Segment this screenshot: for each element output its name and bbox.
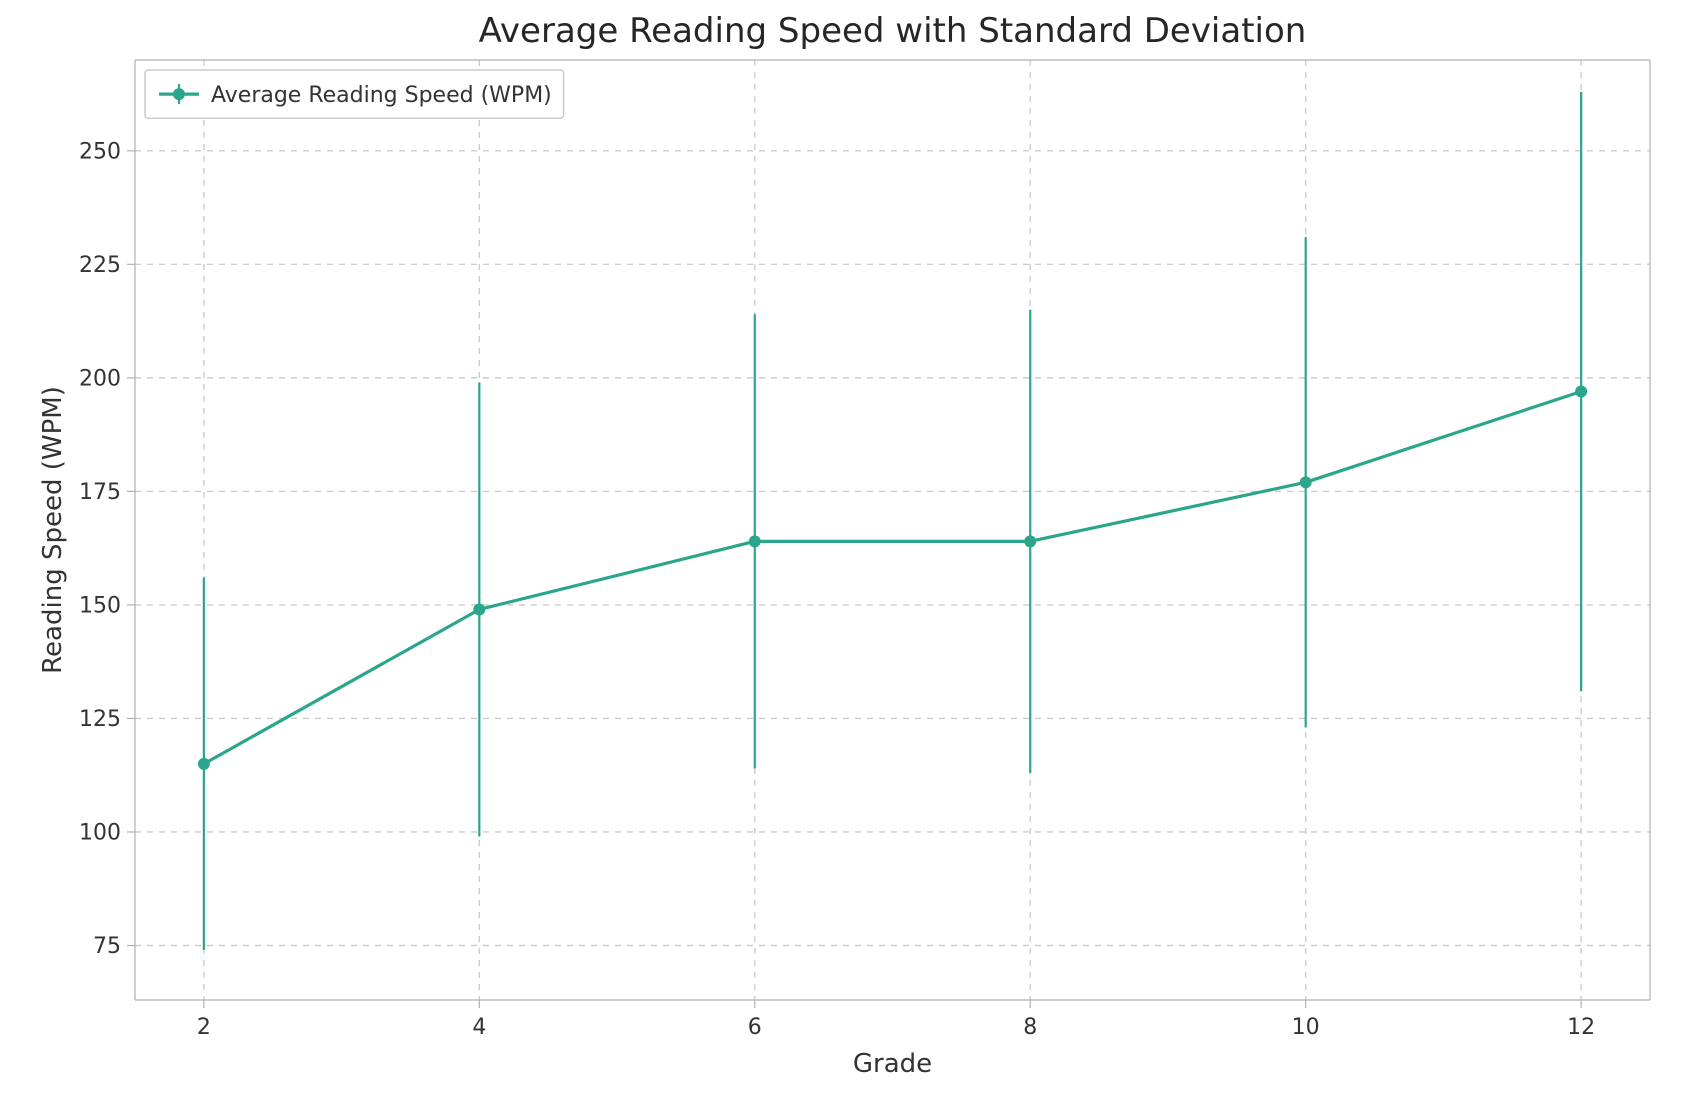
xtick-label: 10 [1292,1015,1320,1040]
ytick-label: 200 [79,367,121,392]
ytick-label: 175 [79,480,121,505]
data-marker [1575,385,1587,397]
y-axis-label: Reading Speed (WPM) [38,386,68,674]
xtick-label: 4 [472,1015,486,1040]
xtick-label: 6 [748,1015,762,1040]
ytick-label: 75 [93,934,121,959]
ytick-label: 150 [79,594,121,619]
xtick-label: 2 [197,1015,211,1040]
ytick-label: 225 [79,253,121,278]
x-axis-label: Grade [853,1049,932,1079]
ytick-label: 125 [79,707,121,732]
xtick-label: 12 [1567,1015,1595,1040]
legend-marker-icon [173,88,185,100]
data-marker [198,758,210,770]
data-marker [1300,476,1312,488]
data-marker [473,603,485,615]
data-marker [1024,535,1036,547]
ytick-label: 100 [79,821,121,846]
chart-container: 2 4 6 8 10 12 75 100 125 150 175 200 225 250 Grade Read… [0,0,1707,1101]
xtick-label: 8 [1023,1015,1037,1040]
legend-label: Average Reading Speed (WPM) [211,83,552,108]
plot-area [135,60,1650,1000]
ytick-label: 250 [79,140,121,165]
data-marker [749,535,761,547]
chart-title: Average Reading Speed with Standard Devi… [479,11,1307,51]
chart-svg: 2 4 6 8 10 12 75 100 125 150 175 200 225 250 Grade Read… [0,0,1707,1101]
